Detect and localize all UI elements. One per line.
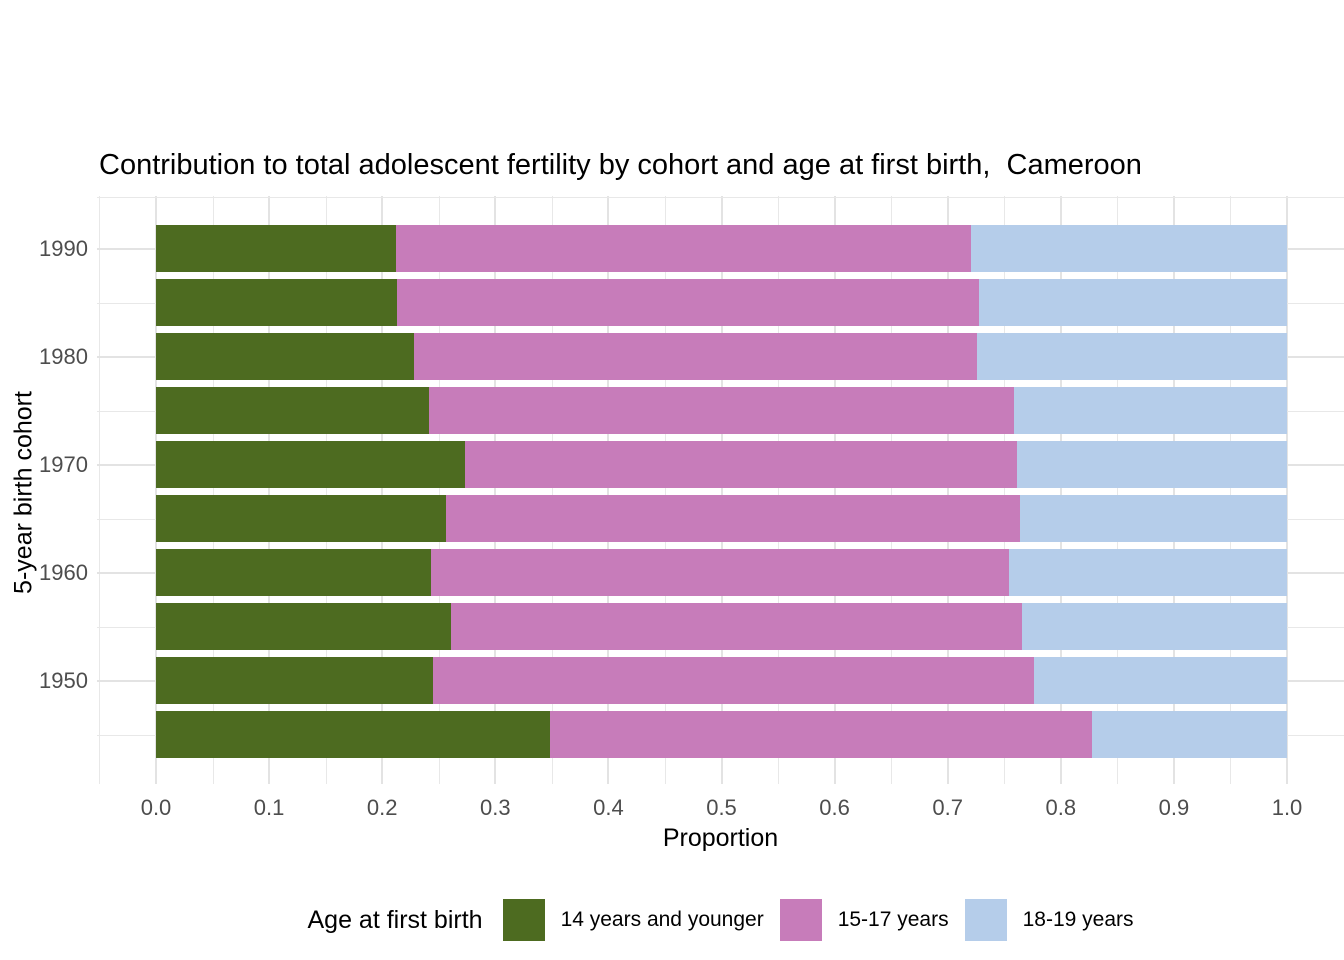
bar-segment [156, 333, 414, 380]
legend-label: 14 years and younger [560, 908, 764, 931]
bar-segment [156, 279, 397, 326]
bar-segment [156, 711, 550, 758]
bar-segment [979, 279, 1287, 326]
bar-segment [465, 441, 1017, 488]
legend-item: 14 years and younger [502, 899, 764, 941]
gridline-x-minor [551, 196, 553, 784]
legend-label: 18-19 years [1022, 908, 1134, 931]
y-tick-label: 1950 [39, 667, 88, 693]
x-tick-label: 0.4 [593, 795, 624, 820]
x-tick-label: 0.0 [140, 795, 172, 820]
x-tick-label: 0.1 [253, 795, 285, 820]
bar-segment [451, 603, 1022, 650]
gridline-x-minor [1230, 196, 1232, 784]
x-tick-label: 0.9 [1158, 795, 1190, 820]
gridline-x-major [1059, 196, 1062, 784]
bar-segment [446, 495, 1021, 542]
gridline-x-minor [325, 196, 327, 784]
gridline-x-major [720, 196, 723, 784]
bar-segment [156, 225, 396, 272]
bar-segment [1034, 657, 1287, 704]
legend-label: 15-17 years [837, 908, 949, 931]
bar-segment [429, 387, 1015, 434]
bar-segment [1020, 495, 1287, 542]
plot-panel [97, 196, 1344, 784]
gridline-y-minor [97, 197, 1344, 198]
gridline-x-minor [438, 196, 440, 784]
legend-swatch [502, 899, 545, 941]
gridline-x-minor [891, 196, 893, 784]
bar-segment [156, 495, 446, 542]
gridline-x-minor [1004, 196, 1006, 784]
bar-segment [156, 387, 429, 434]
gridline-x-minor [99, 196, 101, 784]
x-tick-label: 0.5 [706, 795, 737, 820]
x-tick-label: 0.2 [366, 795, 398, 820]
bar-segment [156, 603, 451, 650]
bar-segment [977, 333, 1287, 380]
bar-segment [431, 549, 1009, 596]
gridline-x-major [268, 196, 271, 784]
gridline-x-major [494, 196, 497, 784]
gridline-x-minor [212, 196, 214, 784]
bar-segment [396, 225, 972, 272]
x-tick-label: 1.0 [1271, 795, 1303, 820]
bar-segment [433, 657, 1034, 704]
legend-swatch [964, 899, 1007, 941]
legend: Age at first birth 14 years and younger 1… [97, 890, 1344, 950]
bar-segment [1092, 711, 1287, 758]
gridline-x-major [946, 196, 949, 784]
legend-swatch [779, 899, 822, 941]
gridline-x-major [155, 196, 157, 784]
y-tick-label: 1990 [39, 235, 88, 261]
gridline-x-major [1172, 196, 1175, 784]
x-axis-title: Proportion [662, 824, 779, 852]
x-tick-label: 0.8 [1045, 795, 1077, 820]
gridline-x-minor [778, 196, 780, 784]
bar-segment [1014, 387, 1287, 434]
gridline-x-major [381, 196, 384, 784]
y-tick-label: 1960 [39, 559, 88, 585]
gridline-x-major [1286, 196, 1288, 784]
bar-segment [550, 711, 1093, 758]
x-tick-label: 0.6 [819, 795, 850, 820]
bar-segment [156, 549, 431, 596]
legend-item: 18-19 years [964, 899, 1134, 941]
legend-item: 15-17 years [779, 899, 949, 941]
bar-segment [156, 441, 465, 488]
gridline-x-major [833, 196, 836, 784]
chart-title: Contribution to total adolescent fertili… [99, 149, 1142, 181]
y-tick-label: 1980 [39, 343, 88, 369]
gridline-x-minor [664, 196, 666, 784]
x-tick-label: 0.7 [932, 795, 963, 820]
legend-title: Age at first birth [307, 905, 483, 934]
bar-segment [414, 333, 977, 380]
bar-segment [971, 225, 1287, 272]
bar-segment [1022, 603, 1287, 650]
bar-segment [397, 279, 979, 326]
bar-segment [1009, 549, 1287, 596]
y-tick-label: 1970 [39, 451, 88, 477]
bar-segment [1017, 441, 1287, 488]
gridline-x-major [607, 196, 610, 784]
bar-segment [156, 657, 433, 704]
gridline-x-minor [1117, 196, 1119, 784]
x-tick-label: 0.3 [480, 795, 511, 820]
